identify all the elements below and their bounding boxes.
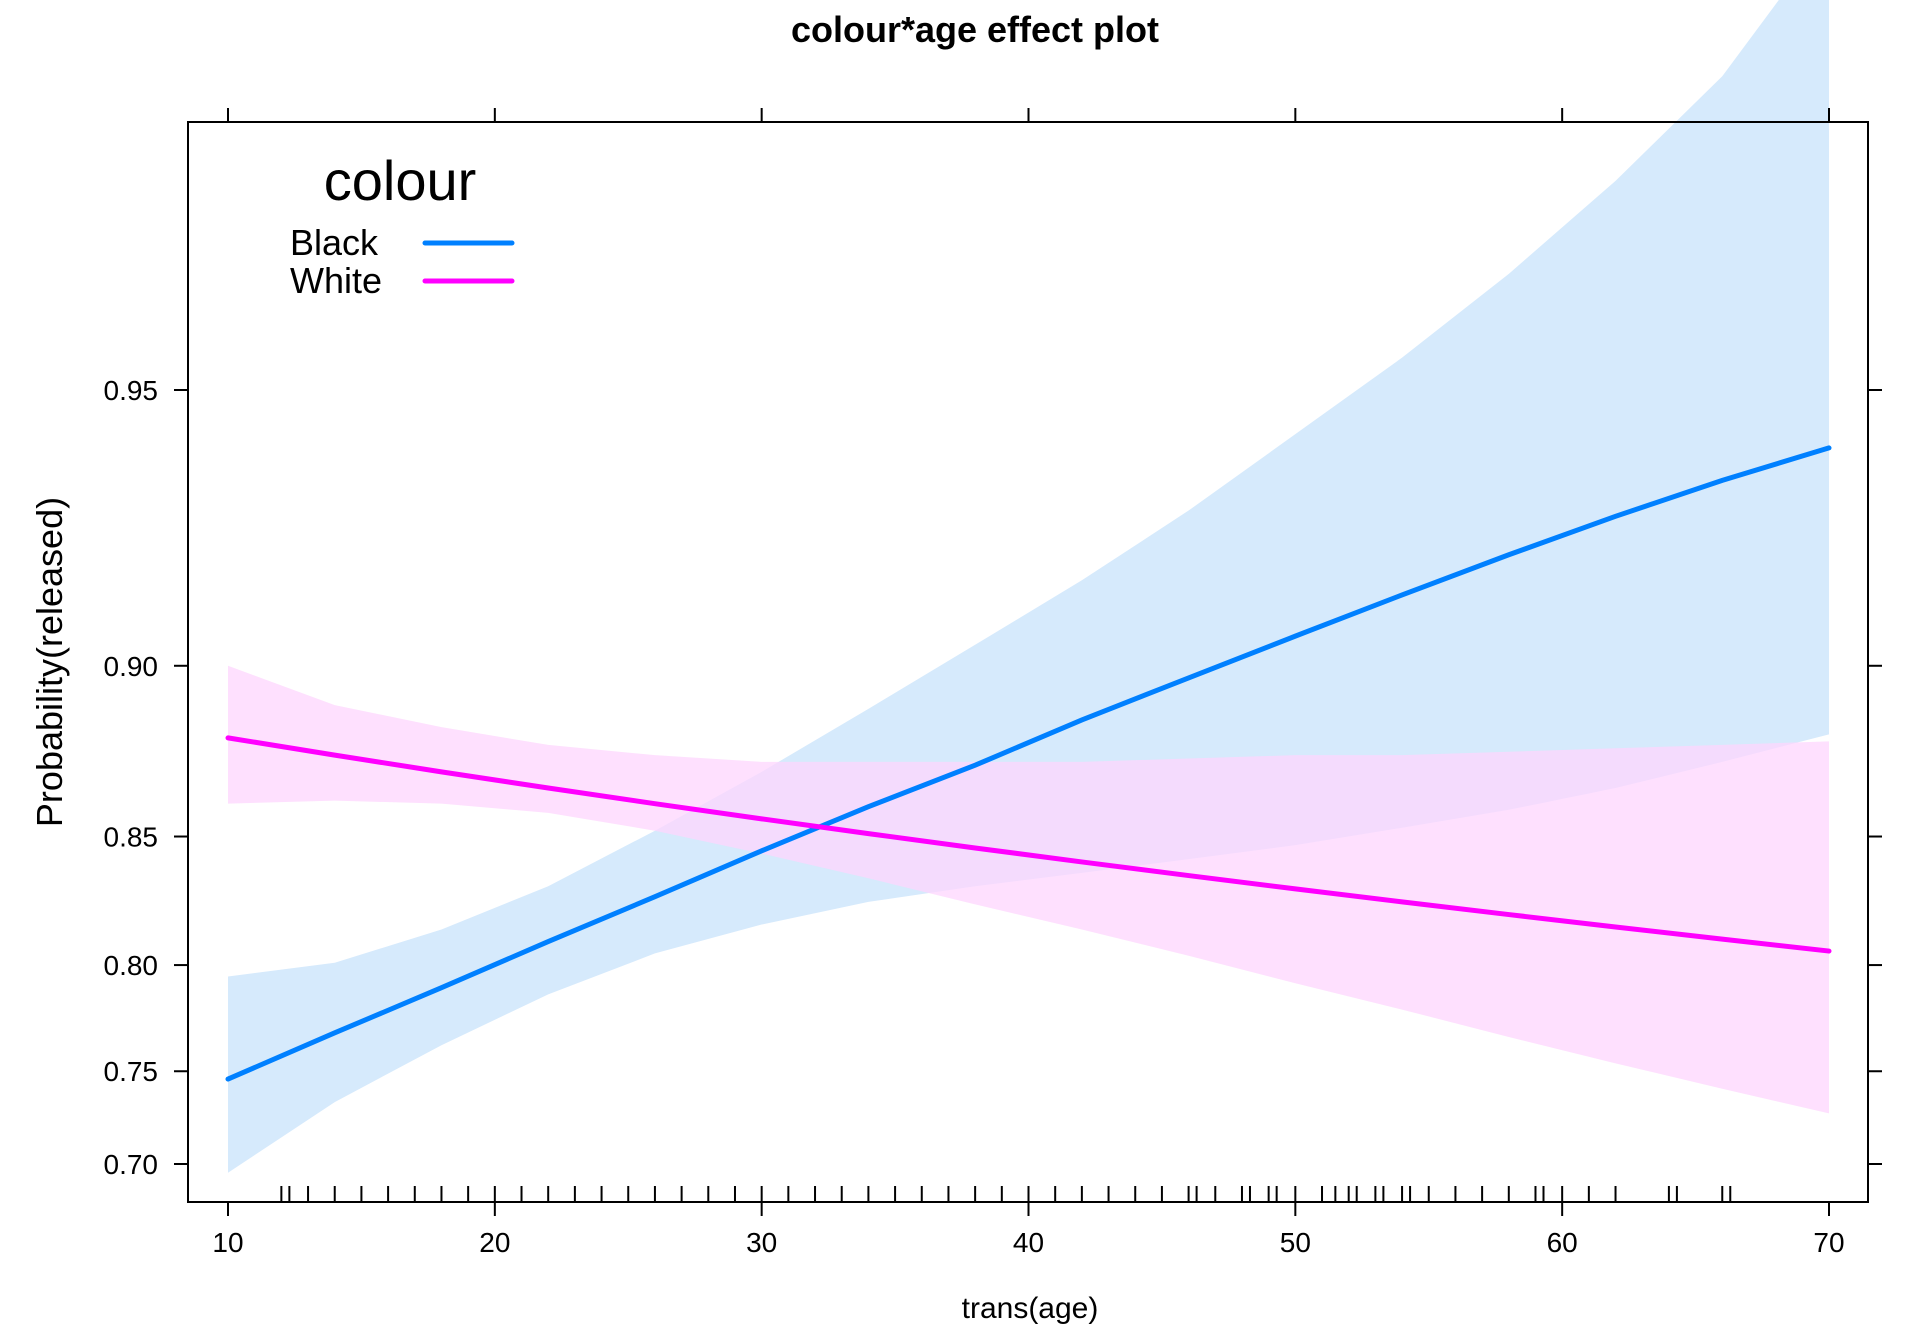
- x-axis: 10 20 30 40 50 60 70: [212, 108, 1845, 1258]
- x-tick-label: 60: [1547, 1227, 1578, 1258]
- legend-label-black: Black: [290, 222, 379, 263]
- rug-marks: [280, 1186, 1732, 1202]
- confidence-band-white: [228, 665, 1829, 1114]
- x-tick-label: 70: [1813, 1227, 1844, 1258]
- x-axis-label: trans(age): [962, 1292, 1099, 1325]
- x-tick-label: 30: [746, 1227, 777, 1258]
- x-tick-label: 40: [1013, 1227, 1044, 1258]
- y-tick-label: 0.85: [104, 822, 159, 853]
- chart-title: colour*age effect plot: [791, 9, 1159, 50]
- y-tick-label: 0.80: [104, 950, 159, 981]
- y-axis: 0.70 0.75 0.80 0.85 0.90 0.95: [104, 375, 1882, 1180]
- y-tick-label: 0.75: [104, 1056, 159, 1087]
- x-tick-label: 20: [479, 1227, 510, 1258]
- y-tick-label: 0.70: [104, 1149, 159, 1180]
- legend-label-white: White: [290, 260, 382, 301]
- x-tick-label: 50: [1280, 1227, 1311, 1258]
- y-axis-label: Probability(released): [29, 497, 70, 827]
- confidence-bands: [228, 0, 1829, 1173]
- y-tick-label: 0.95: [104, 375, 159, 406]
- x-tick-label: 10: [212, 1227, 243, 1258]
- legend-title: colour: [324, 149, 477, 212]
- series-line-white: [225, 735, 1832, 954]
- y-tick-label: 0.90: [104, 651, 159, 682]
- series-line-black: [225, 445, 1832, 1082]
- effect-lines: [225, 445, 1832, 1082]
- confidence-band-black: [228, 0, 1829, 1173]
